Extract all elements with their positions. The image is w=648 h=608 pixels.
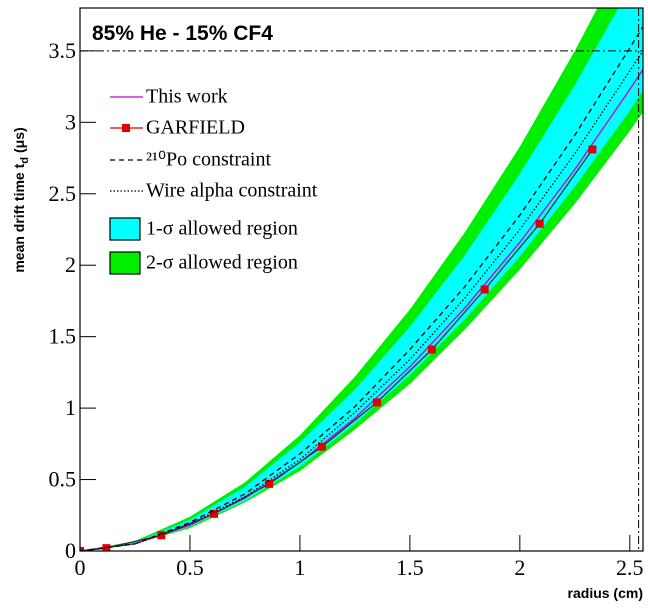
marker xyxy=(372,398,381,407)
y-tick-label: 3 xyxy=(65,109,76,134)
y-label-sub: d xyxy=(19,157,31,164)
y-tick-label: 2.5 xyxy=(49,181,77,206)
legend-label: Wire alpha constraint xyxy=(146,180,318,202)
y-tick-label: 2 xyxy=(65,252,76,277)
y-tick-label: 0.5 xyxy=(49,467,77,492)
marker xyxy=(317,442,326,451)
marker xyxy=(80,547,84,551)
marker xyxy=(535,219,544,228)
x-tick-label: 2 xyxy=(514,555,525,580)
legend-swatch xyxy=(109,251,141,275)
x-tick-label: 0 xyxy=(75,555,86,580)
y-label-unit: (μs) xyxy=(11,127,27,153)
y-tick-label: 0 xyxy=(65,538,76,563)
series-line xyxy=(80,69,643,551)
x-axis-label: radius (cm) xyxy=(568,585,643,601)
marker xyxy=(265,479,274,488)
legend-marker xyxy=(122,124,130,132)
y-label-main: mean drift time t xyxy=(11,163,27,272)
marker xyxy=(210,509,219,518)
x-tick-label: 2.5 xyxy=(616,555,644,580)
legend-label: 1-σ allowed region xyxy=(146,218,298,240)
x-tick-label: 1 xyxy=(294,555,305,580)
marker xyxy=(102,544,111,551)
marker xyxy=(588,145,597,154)
legend-label: 2-σ allowed region xyxy=(146,252,298,274)
x-tick-label: 1.5 xyxy=(396,555,424,580)
series-line xyxy=(80,26,643,551)
plot-area xyxy=(80,8,643,551)
marker xyxy=(157,531,166,540)
plot-frame xyxy=(79,7,644,552)
y-tick-label: 1 xyxy=(65,395,76,420)
marker xyxy=(427,345,436,354)
legend-label: This work xyxy=(146,86,228,108)
confidence-band xyxy=(80,8,643,551)
chart-title: 85% He - 15% CF4 xyxy=(92,22,273,45)
y-axis-label: mean drift time td (μs) xyxy=(11,127,31,272)
marker xyxy=(480,285,489,294)
legend-swatch xyxy=(109,217,141,241)
legend-label: GARFIELD xyxy=(146,117,245,139)
x-tick-label: 0.5 xyxy=(176,555,204,580)
legend-label: ²¹⁰Po constraint xyxy=(146,149,271,171)
y-tick-label: 1.5 xyxy=(49,324,77,349)
y-tick-label: 3.5 xyxy=(49,38,77,63)
